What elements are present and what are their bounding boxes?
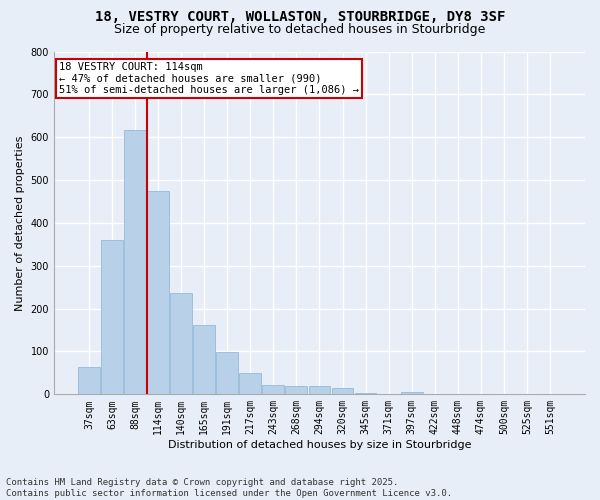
Bar <box>286 386 307 394</box>
Text: Size of property relative to detached houses in Stourbridge: Size of property relative to detached ho… <box>115 22 485 36</box>
Bar <box>262 385 284 394</box>
Bar <box>101 240 123 394</box>
Text: Contains HM Land Registry data © Crown copyright and database right 2025.
Contai: Contains HM Land Registry data © Crown c… <box>6 478 452 498</box>
Bar <box>193 325 215 394</box>
Bar <box>308 386 331 394</box>
Bar <box>401 392 422 394</box>
Bar <box>78 368 100 394</box>
Bar <box>170 293 192 394</box>
Bar <box>124 130 146 394</box>
Text: 18 VESTRY COURT: 114sqm
← 47% of detached houses are smaller (990)
51% of semi-d: 18 VESTRY COURT: 114sqm ← 47% of detache… <box>59 62 359 95</box>
Bar <box>147 191 169 394</box>
X-axis label: Distribution of detached houses by size in Stourbridge: Distribution of detached houses by size … <box>168 440 471 450</box>
Bar <box>217 352 238 395</box>
Y-axis label: Number of detached properties: Number of detached properties <box>15 135 25 310</box>
Bar <box>239 374 261 394</box>
Text: 18, VESTRY COURT, WOLLASTON, STOURBRIDGE, DY8 3SF: 18, VESTRY COURT, WOLLASTON, STOURBRIDGE… <box>95 10 505 24</box>
Bar <box>332 388 353 394</box>
